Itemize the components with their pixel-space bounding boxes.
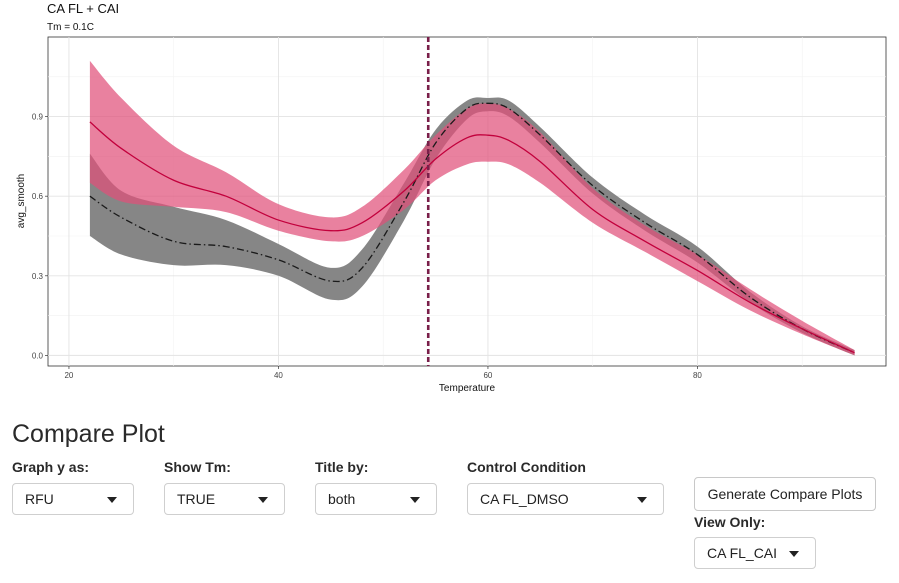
x-axis-label: Temperature	[439, 383, 496, 394]
x-tick-label: 40	[274, 371, 283, 380]
chevron-down-icon	[637, 497, 647, 503]
confidence-bands	[89, 60, 855, 356]
chart-title: CA FL + CAI	[47, 1, 119, 16]
x-tick-label: 60	[483, 371, 492, 380]
control-condition-label: Control Condition	[467, 459, 586, 475]
x-tick-label: 20	[64, 371, 73, 380]
x-axis-ticks: 20 40 60 80	[64, 366, 702, 380]
show-tm-select[interactable]: TRUE	[164, 483, 285, 515]
y-tick-label: 0.6	[32, 192, 44, 201]
y-axis-label: avg_smooth	[16, 174, 27, 228]
graph-y-as-select[interactable]: RFU	[12, 483, 134, 515]
x-tick-label: 80	[693, 371, 702, 380]
compare-plot-heading: Compare Plot	[12, 420, 165, 448]
y-tick-label: 0.9	[32, 113, 44, 122]
chevron-down-icon	[789, 551, 799, 557]
y-tick-label: 0.0	[32, 351, 44, 360]
control-condition-value: CA FL_DMSO	[480, 491, 569, 507]
series-line	[89, 121, 855, 354]
chevron-down-icon	[258, 497, 268, 503]
y-tick-label: 0.3	[32, 272, 44, 281]
series-lines	[89, 102, 855, 354]
view-only-select[interactable]: CA FL_CAI	[694, 537, 816, 569]
series-line	[89, 102, 855, 354]
title-by-value: both	[328, 491, 356, 507]
view-only-label: View Only:	[694, 514, 766, 530]
chart-subtitle: Tm = 0.1C	[47, 22, 94, 33]
title-by-label: Title by:	[315, 459, 369, 475]
generate-compare-plots-button[interactable]: Generate Compare Plots	[694, 477, 876, 511]
control-condition-select[interactable]: CA FL_DMSO	[467, 483, 664, 515]
confidence-band	[89, 60, 855, 356]
view-only-value: CA FL_CAI	[707, 545, 778, 561]
compare-plot-chart: CA FL + CAI Tm = 0.1C 20 40 60 80 0.0 0.3 0.6…	[16, 1, 887, 394]
show-tm-value: TRUE	[177, 491, 216, 507]
y-axis-ticks: 0.0 0.3 0.6 0.9	[32, 113, 48, 360]
chevron-down-icon	[107, 497, 117, 503]
title-by-select[interactable]: both	[315, 483, 437, 515]
graph-y-as-value: RFU	[25, 491, 54, 507]
show-tm-label: Show Tm:	[164, 459, 231, 475]
grid-lines	[48, 37, 886, 366]
chevron-down-icon	[410, 497, 420, 503]
graph-y-as-label: Graph y as:	[12, 459, 90, 475]
